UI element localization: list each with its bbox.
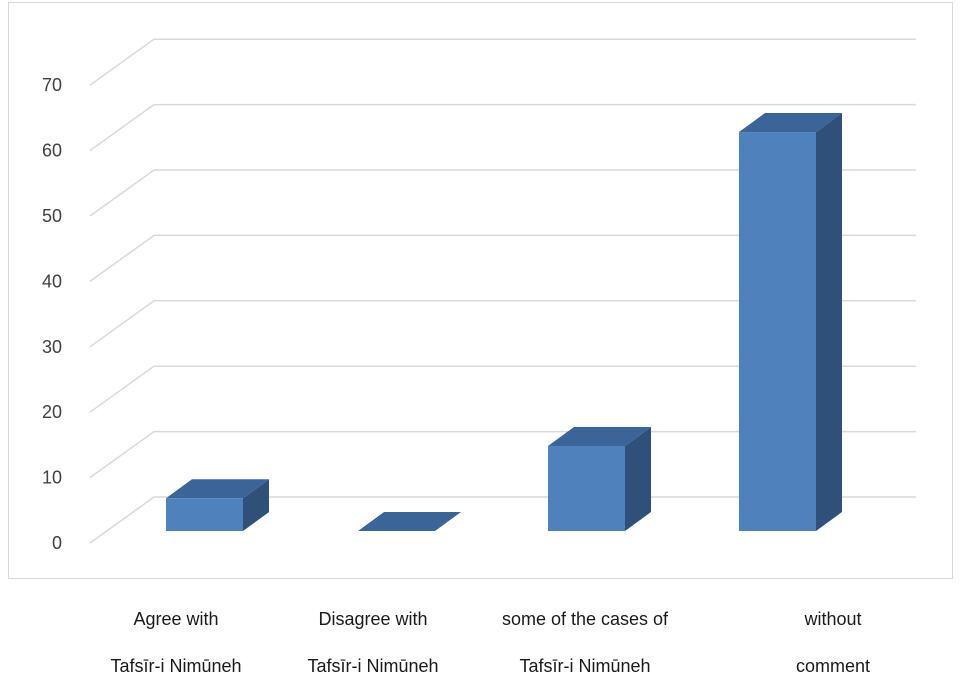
bar-side-1 [243,479,269,531]
category-label-3: some of the cases of Tafsīr-i Nimūneh [485,608,685,677]
category-label-1-line1: Agree with [133,609,219,629]
category-label-4-line2: comment [795,656,871,676]
gridline-40 [89,234,916,283]
y-tick-label-40: 40 [42,271,62,291]
gridline-30 [89,300,916,348]
bar-top-2 [358,512,461,531]
gridline-60 [89,103,916,152]
category-label-1: Agree with Tafsīr-i Nimūneh [76,608,276,677]
category-label-4-line1: without [804,609,862,629]
gridline-20 [89,365,916,413]
gridline-10 [89,430,916,479]
bar-side-4 [816,113,842,531]
category-label-3-line2: Tafsīr-i Nimūneh [519,656,651,676]
category-label-2-line2: Tafsīr-i Nimūneh [307,656,439,676]
y-tick-label-70: 70 [42,75,62,95]
category-label-1-line2: Tafsīr-i Nimūneh [110,656,242,676]
gridline-70 [89,38,916,86]
category-label-2-line1: Disagree with [318,609,428,629]
category-label-4: without comment [733,608,933,677]
bar-top-3 [548,426,651,446]
y-tick-label-60: 60 [42,141,62,161]
bar-front-4 [739,132,816,531]
y-tick-label-50: 50 [42,206,62,226]
category-label-3-line1: some of the cases of [501,609,669,629]
category-label-2: Disagree with Tafsīr-i Nimūneh [273,608,473,677]
bar-side-3 [625,426,651,531]
bar-front-3 [548,445,625,531]
bar-top-4 [739,113,842,133]
y-tick-label-0: 0 [52,533,62,553]
y-tick-label-30: 30 [42,337,62,357]
gridline-50 [89,169,916,217]
gridline-0 [89,496,916,544]
y-tick-label-20: 20 [42,402,62,422]
bar-top-1 [166,479,269,499]
bar-front-1 [166,498,243,531]
y-tick-label-10: 10 [42,468,62,488]
chart-frame [8,2,953,579]
